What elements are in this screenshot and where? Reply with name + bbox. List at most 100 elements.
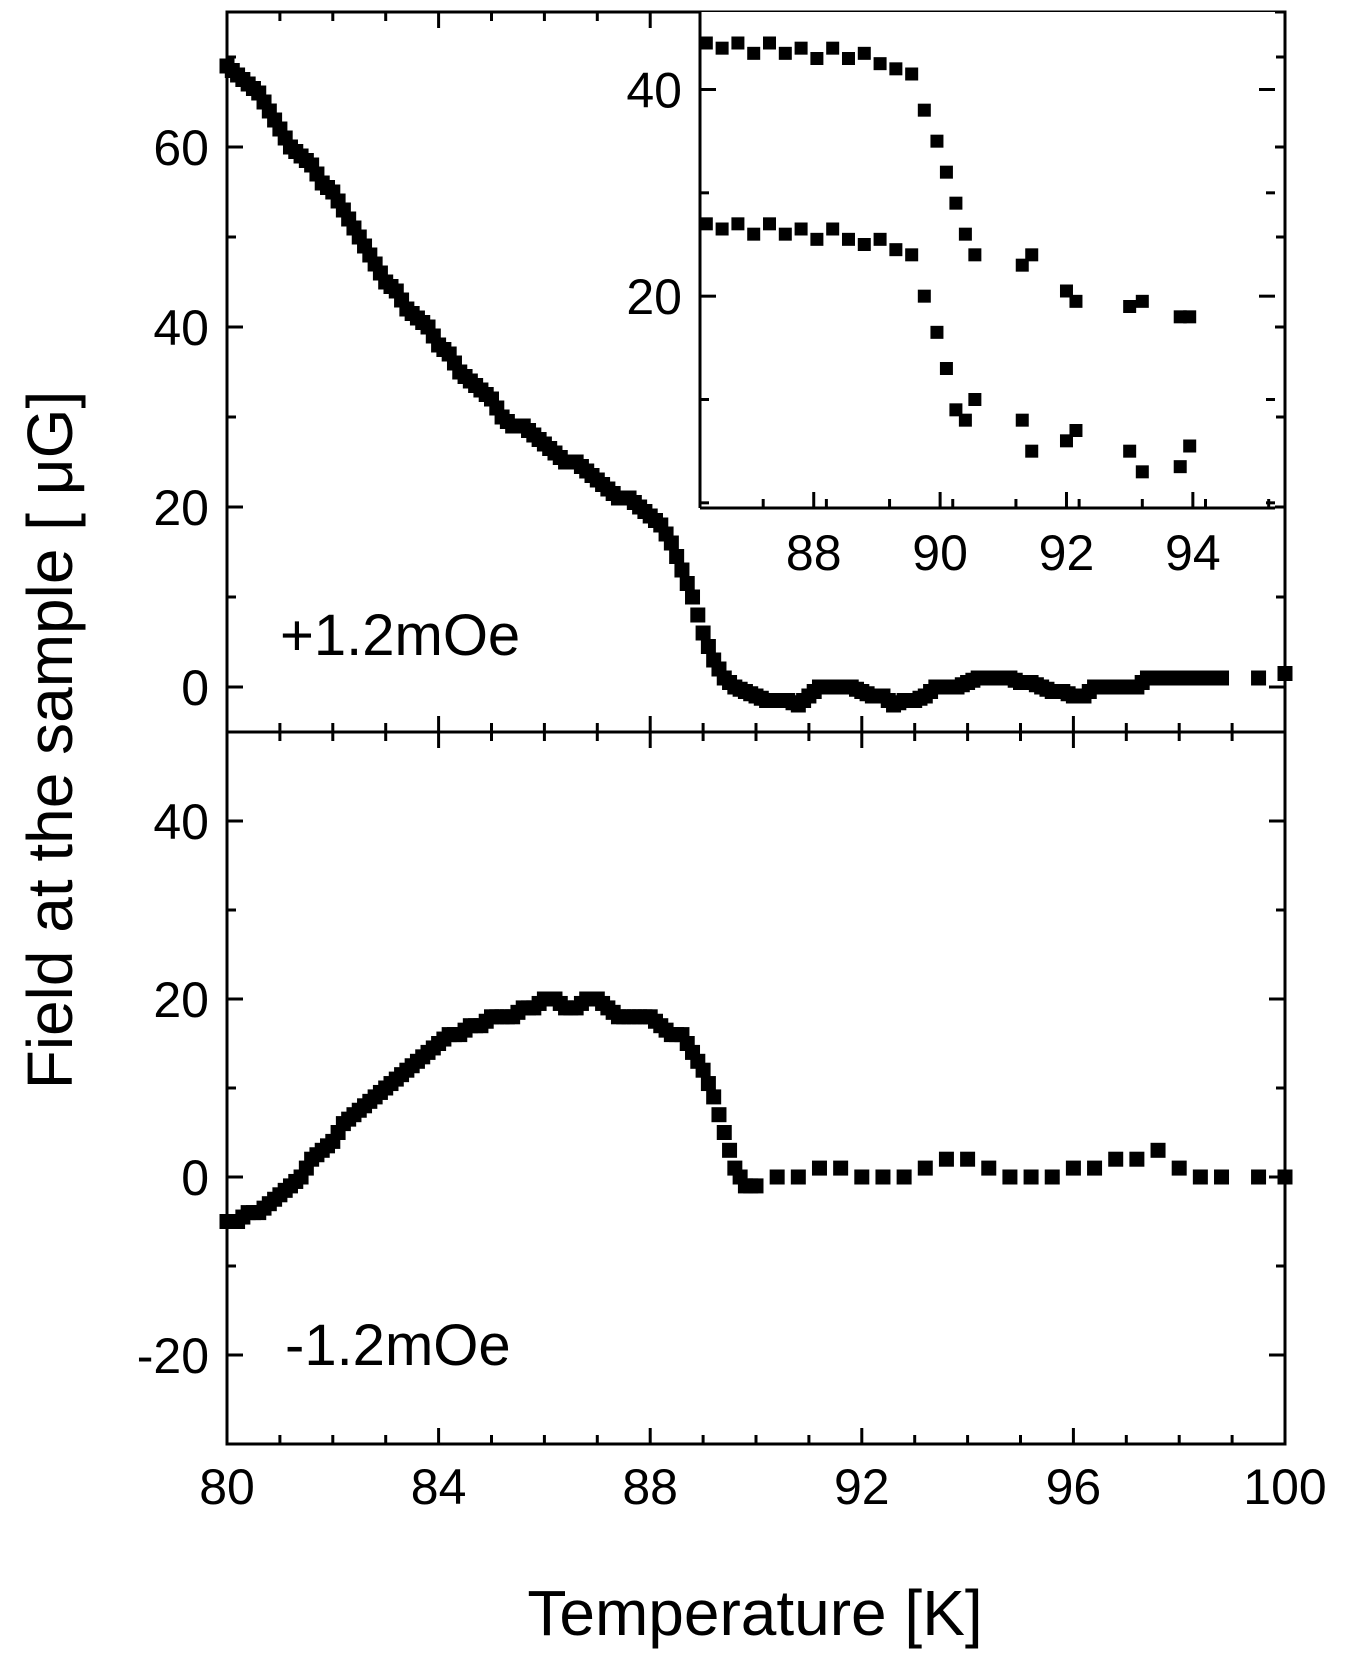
bottom-panel-data-point <box>790 1169 806 1185</box>
top-panel-data-point-interp <box>679 576 695 591</box>
bottom-panel-data-point <box>1002 1169 1018 1185</box>
top-panel-data-point <box>685 589 701 605</box>
bottom-panel-data-point <box>769 1169 785 1185</box>
inset-data-point <box>731 36 745 50</box>
bottom-panel-data-point <box>716 1125 732 1140</box>
bottom-panel-data-point <box>1044 1169 1060 1185</box>
bottom-panel-data-point <box>854 1169 870 1185</box>
top-panel-data-point <box>695 625 711 641</box>
inset-data-point <box>715 41 729 55</box>
top-panel-data-point <box>674 562 690 578</box>
inset-data-point <box>763 36 777 50</box>
bottom-panel-data-point <box>1277 1169 1293 1185</box>
inset-data-point <box>1173 460 1187 474</box>
bottom-panel-x-tick-label: 92 <box>834 1459 890 1515</box>
inset-data-point <box>889 62 903 76</box>
bottom-panel-y-tick-label: -20 <box>137 1328 209 1384</box>
inset-data-point <box>968 248 982 262</box>
inset-data-point <box>1069 424 1083 437</box>
bottom-panel-data-point-interp <box>711 1107 727 1123</box>
top-panel-y-tick-label: 40 <box>153 300 209 356</box>
top-panel-y-tick-label: 0 <box>181 660 209 716</box>
bottom-panel-y-tick-label: 0 <box>181 1150 209 1206</box>
inset-data-point <box>699 217 713 231</box>
top-panel-y-tick-label: 20 <box>153 480 209 536</box>
inset-y-tick-label: 20 <box>626 269 682 325</box>
bottom-panel-data-point <box>896 1169 912 1185</box>
inset-data-point <box>1059 284 1073 298</box>
bottom-panel-data-point <box>1087 1160 1103 1176</box>
bottom-panel-data-point <box>981 1160 997 1176</box>
bottom-panel-y-tick-label: 40 <box>153 794 209 850</box>
bottom-panel-data-point <box>1065 1160 1081 1176</box>
bottom-panel-x-tick-label: 96 <box>1046 1459 1102 1515</box>
inset-data-point <box>1015 413 1029 427</box>
bottom-panel-data-point-interp <box>700 1076 716 1092</box>
top-panel: 0 20 40 60 <box>153 10 1293 734</box>
top-panel-data-point-interp <box>700 639 716 654</box>
bottom-panel-data-point <box>706 1089 722 1105</box>
inset-data-point <box>1025 444 1039 458</box>
top-panel-y-tick-label: 60 <box>153 120 209 176</box>
inset-data-point <box>968 393 982 406</box>
inset-data-point <box>857 238 871 251</box>
bottom-panel-data-point <box>1251 1169 1267 1185</box>
inset-data-point <box>1183 439 1197 453</box>
bottom-panel-data-point <box>1023 1169 1039 1185</box>
top-panel-data-point <box>1277 666 1293 681</box>
inset-data-point <box>1135 294 1149 308</box>
inset-data-point <box>1183 310 1197 324</box>
inset-y-tick-label: 40 <box>626 63 682 119</box>
inset-data-point <box>930 325 944 339</box>
inset-x-tick-label: 88 <box>786 525 842 581</box>
bottom-panel-data-point <box>1129 1151 1145 1167</box>
bottom-panel-data-point <box>811 1160 827 1176</box>
inset-background <box>700 12 1275 508</box>
bottom-panel-data-point <box>938 1151 954 1167</box>
top-panel-data-point <box>1251 670 1267 686</box>
bottom-panel-y-tick-label: 20 <box>153 972 209 1028</box>
inset-data-point <box>1069 294 1083 308</box>
inset-data-point <box>1059 434 1073 448</box>
bottom-panel-x-tick-label: 84 <box>411 1459 467 1515</box>
inset-data-point <box>930 134 944 148</box>
inset-data-point <box>958 413 972 427</box>
bottom-panel-data-point <box>695 1062 711 1078</box>
bottom-panel-data-point <box>875 1169 891 1185</box>
inset-data-point <box>949 196 963 210</box>
inset-data-point <box>810 232 824 246</box>
bottom-panel: 80 84 88 92 96 100 -20 0 20 40 <box>137 730 1327 1515</box>
inset-data-point <box>763 217 777 231</box>
bottom-panel-data-point <box>1214 1169 1230 1185</box>
inset-data-point <box>939 165 953 179</box>
inset-data-point <box>794 41 808 55</box>
inset-panel: 88 90 92 94 20 40 <box>626 12 1275 581</box>
top-panel-annotation: +1.2mOe <box>280 603 520 668</box>
bottom-panel-x-tick-label: 80 <box>199 1459 255 1515</box>
top-panel-data-point <box>663 535 679 551</box>
inset-data-point <box>778 46 792 60</box>
bottom-panel-data-point <box>917 1160 933 1176</box>
inset-data-point <box>747 227 761 241</box>
top-panel-data-point-interp <box>669 549 685 564</box>
inset-data-point <box>826 222 840 236</box>
inset-data-point <box>917 103 931 117</box>
inset-data-point <box>873 57 887 71</box>
bottom-panel-data-point <box>960 1151 976 1167</box>
inset-data-point <box>715 222 729 236</box>
bottom-panel-data-point <box>1150 1142 1166 1158</box>
inset-data-point <box>794 222 808 236</box>
inset-x-tick-label: 90 <box>912 525 968 581</box>
inset-data-point <box>1123 444 1137 458</box>
inset-data-point <box>939 362 953 375</box>
x-axis-title: Temperature [K] <box>527 1577 982 1649</box>
inset-data-point <box>1123 300 1137 313</box>
inset-data-point <box>905 248 919 262</box>
bottom-panel-x-tick-label: 88 <box>622 1459 678 1515</box>
inset-data-point <box>747 46 761 60</box>
top-panel-data-point <box>1214 670 1230 686</box>
y-axis-title: Field at the sample [ μG] <box>14 391 86 1090</box>
inset-x-tick-label: 94 <box>1165 525 1221 581</box>
bottom-panel-x-tick-label: 100 <box>1243 1459 1326 1515</box>
